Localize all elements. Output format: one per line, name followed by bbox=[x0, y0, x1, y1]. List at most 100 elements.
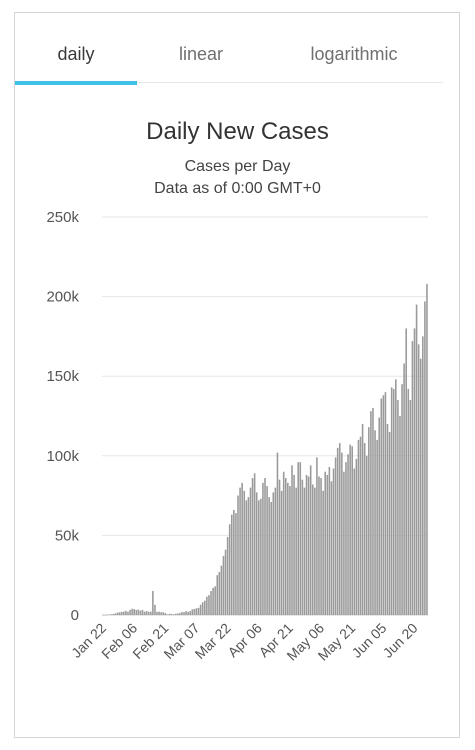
bar bbox=[251, 478, 254, 615]
bar bbox=[320, 478, 322, 615]
bar bbox=[301, 479, 304, 615]
bar bbox=[338, 443, 341, 615]
bar bbox=[137, 609, 140, 615]
chart-title: Daily New Cases bbox=[146, 118, 329, 145]
bar bbox=[417, 344, 420, 615]
bar bbox=[386, 423, 389, 615]
bar bbox=[353, 468, 356, 615]
tab-logarithmic[interactable]: logarithmic bbox=[310, 43, 398, 64]
bar bbox=[216, 575, 219, 615]
bar bbox=[141, 609, 144, 615]
tab-daily[interactable]: daily bbox=[15, 26, 137, 85]
bar bbox=[314, 487, 316, 615]
bar bbox=[376, 439, 378, 615]
bar bbox=[326, 474, 329, 615]
bar bbox=[243, 490, 246, 615]
bar bbox=[245, 500, 248, 615]
bar bbox=[174, 613, 177, 615]
bar bbox=[380, 398, 383, 615]
bar bbox=[110, 614, 113, 615]
bar bbox=[189, 611, 192, 615]
bar bbox=[309, 465, 312, 615]
bar bbox=[345, 462, 347, 615]
bar bbox=[411, 341, 414, 615]
bar bbox=[426, 283, 428, 615]
bar bbox=[212, 587, 214, 615]
bar bbox=[118, 612, 121, 615]
bar bbox=[372, 408, 374, 615]
bar bbox=[407, 388, 410, 615]
bar bbox=[328, 466, 331, 615]
bar bbox=[316, 457, 318, 615]
bar bbox=[191, 609, 194, 615]
bar bbox=[276, 452, 279, 615]
bar bbox=[268, 497, 270, 615]
bar bbox=[210, 591, 212, 615]
bar bbox=[399, 416, 401, 615]
bar bbox=[222, 556, 225, 615]
x-tick-label: Mar 22 bbox=[192, 620, 234, 662]
bar bbox=[152, 590, 154, 615]
bar bbox=[332, 468, 335, 615]
bar bbox=[419, 358, 422, 615]
bar bbox=[224, 549, 227, 615]
bar bbox=[228, 524, 231, 615]
y-tick-label: 50k bbox=[55, 527, 80, 544]
bar bbox=[374, 430, 376, 615]
y-tick-label: 150k bbox=[46, 368, 79, 385]
bar bbox=[129, 609, 131, 615]
bar bbox=[287, 482, 289, 615]
x-tick-label: Jun 20 bbox=[380, 620, 421, 661]
bar bbox=[361, 423, 364, 615]
bar bbox=[112, 613, 115, 615]
bar bbox=[185, 611, 187, 615]
bar bbox=[355, 458, 358, 615]
bar bbox=[280, 490, 283, 615]
bar bbox=[289, 486, 291, 615]
bar bbox=[260, 498, 262, 615]
bar bbox=[197, 607, 200, 615]
bar bbox=[262, 482, 264, 615]
bar bbox=[343, 471, 345, 615]
bar bbox=[303, 487, 306, 615]
bar bbox=[147, 611, 150, 615]
y-axis-ticks: 0 50k 100k 150k 200k 250k bbox=[46, 209, 79, 624]
bar bbox=[307, 476, 310, 615]
bar bbox=[395, 379, 397, 615]
bar bbox=[341, 452, 343, 615]
y-tick-label: 250k bbox=[46, 209, 79, 226]
bar bbox=[295, 487, 297, 615]
bar bbox=[368, 427, 370, 615]
bar bbox=[226, 536, 229, 615]
bar bbox=[347, 454, 349, 615]
bar bbox=[351, 446, 353, 615]
bar bbox=[160, 612, 162, 615]
bar bbox=[108, 614, 111, 616]
y-tick-label: 200k bbox=[46, 289, 79, 306]
tab-linear[interactable]: linear bbox=[178, 43, 224, 64]
bar bbox=[253, 473, 256, 615]
bar bbox=[206, 596, 208, 615]
bar bbox=[199, 604, 202, 615]
bar bbox=[164, 613, 167, 615]
bar bbox=[403, 363, 405, 615]
bar bbox=[125, 610, 127, 615]
bar bbox=[135, 609, 138, 615]
bar bbox=[131, 608, 133, 615]
bar bbox=[208, 595, 210, 615]
bar bbox=[390, 387, 393, 615]
bar bbox=[139, 610, 142, 615]
bar bbox=[305, 474, 308, 615]
bar bbox=[106, 614, 108, 616]
bar bbox=[359, 436, 362, 615]
bar bbox=[237, 495, 239, 615]
bar bbox=[297, 462, 300, 615]
bar bbox=[322, 490, 324, 615]
bar bbox=[158, 611, 160, 615]
bar bbox=[162, 612, 165, 615]
bar bbox=[170, 614, 173, 615]
bar bbox=[282, 471, 285, 615]
bar bbox=[349, 444, 351, 615]
bar bbox=[413, 328, 416, 615]
